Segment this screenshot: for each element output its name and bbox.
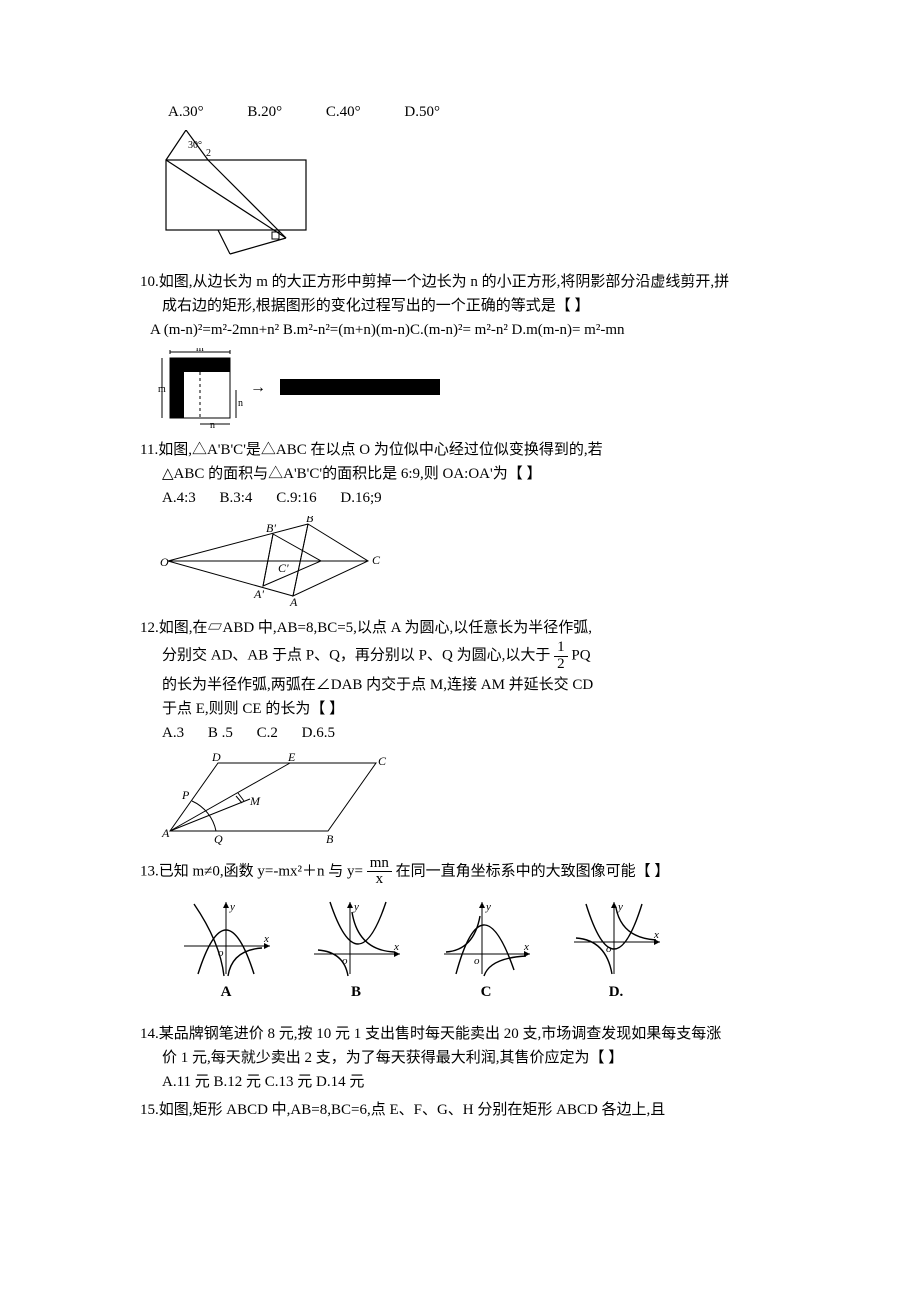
- q12-text-2: 分别交 AD、AB 于点 P、Q，再分别以 P、Q 为圆心,以大于 12 PQ: [140, 640, 780, 673]
- q10-text-1: 10.如图,从边长为 m 的大正方形中剪掉一个边长为 n 的小正方形,将阴影部分…: [140, 270, 780, 294]
- q13-post: 在同一直角坐标系中的大致图像可能【 】: [396, 863, 670, 879]
- q10-n-right: n: [238, 398, 243, 409]
- q12-option-d: D.6.5: [302, 725, 335, 741]
- q11-O: O: [160, 555, 169, 569]
- q13-graph-d: y x o D.: [566, 898, 666, 1004]
- q13-graphs: y x o A y x o B y x o C: [176, 898, 780, 1004]
- q12-option-b: B .5: [208, 725, 233, 741]
- q11-A: A: [289, 595, 298, 606]
- q12-M: M: [249, 794, 261, 808]
- q10-n-bot: n: [210, 420, 215, 428]
- q12-text-2b: PQ: [571, 648, 590, 664]
- q14-options: A.11 元 B.12 元 C.13 元 D.14 元: [140, 1070, 780, 1094]
- q12-A: A: [161, 826, 170, 840]
- q13-label-b: B: [306, 980, 406, 1004]
- svg-text:y: y: [485, 901, 491, 913]
- q11-text-1: 11.如图,△A'B'C'是△ABC 在以点 O 为位似中心经过位似变换得到的,…: [140, 438, 780, 462]
- q13-label-c: C: [436, 980, 536, 1004]
- q13-label-d: D.: [566, 980, 666, 1004]
- q12-text-4: 于点 E,则则 CE 的长为【 】: [140, 697, 780, 721]
- q13-graph-a: y x o A: [176, 898, 276, 1004]
- q11-Bp: B': [266, 521, 276, 535]
- q10-figure: m m n n →: [158, 348, 780, 428]
- q12-text-1: 12.如图,在▱ABD 中,AB=8,BC=5,以点 A 为圆心,以任意长为半径…: [140, 616, 780, 640]
- q10-m-top: m: [196, 348, 204, 354]
- q12-options: A.3 B .5 C.2 D.6.5: [140, 721, 780, 745]
- q13-frac: mn x: [367, 856, 392, 889]
- q9-option-a: A.30°: [168, 104, 204, 120]
- q11-text-2: △ABC 的面积与△A'B'C'的面积比是 6:9,则 OA:OA'为【 】: [140, 462, 780, 486]
- q12-option-a: A.3: [162, 725, 184, 741]
- svg-text:y: y: [229, 901, 235, 913]
- q11-Cp: C': [278, 561, 289, 575]
- q11-option-a: A.4:3: [162, 490, 196, 506]
- svg-text:x: x: [653, 929, 659, 941]
- q11-B: B: [306, 516, 314, 525]
- q9-option-b: B.20°: [247, 104, 282, 120]
- q12-D: D: [211, 751, 221, 764]
- svg-text:o: o: [342, 955, 348, 967]
- svg-text:o: o: [474, 955, 480, 967]
- svg-text:o: o: [218, 947, 224, 959]
- svg-text:x: x: [523, 941, 529, 953]
- q13-label-a: A: [176, 980, 276, 1004]
- q13-frac-num: mn: [367, 856, 392, 873]
- q11-C: C: [372, 553, 381, 567]
- svg-text:y: y: [617, 901, 623, 913]
- q9-options: A.30° B.20° C.40° D.50°: [140, 100, 780, 124]
- q10-options: A (m-n)²=m²-2mn+n² B.m²-n²=(m+n)(m-n)C.(…: [140, 318, 780, 342]
- svg-text:x: x: [263, 933, 269, 945]
- q13-graph-c: y x o C: [436, 898, 536, 1004]
- q13-frac-den: x: [367, 872, 392, 888]
- q12-text-3: 的长为半径作弧,两弧在∠DAB 内交于点 M,连接 AM 并延长交 CD: [140, 673, 780, 697]
- svg-text:x: x: [393, 941, 399, 953]
- q12-E: E: [287, 751, 296, 764]
- q12-text-2a: 分别交 AD、AB 于点 P、Q，再分别以 P、Q 为圆心,以大于: [162, 648, 550, 664]
- q10-m-left: m: [158, 384, 166, 395]
- q12-C: C: [378, 754, 387, 768]
- q13-text: 13.已知 m≠0,函数 y=-mx²＋n 与 y= mn x 在同一直角坐标系…: [140, 856, 780, 889]
- q11-option-b: B.3:4: [220, 490, 253, 506]
- q11-option-c: C.9:16: [276, 490, 316, 506]
- q9-figure: 30° 2: [158, 130, 780, 260]
- q10-result-rect: [280, 373, 440, 403]
- q13-pre: 13.已知 m≠0,函数 y=-mx²＋n 与 y=: [140, 863, 363, 879]
- q12-P: P: [181, 788, 190, 802]
- q11-option-d: D.16;9: [340, 490, 381, 506]
- q11-figure: O B B' C C' A A': [158, 516, 780, 606]
- svg-text:y: y: [353, 901, 359, 913]
- q15-text-1: 15.如图,矩形 ABCD 中,AB=8,BC=6,点 E、F、G、H 分别在矩…: [140, 1098, 780, 1122]
- q12-option-c: C.2: [257, 725, 278, 741]
- q13-graph-b: y x o B: [306, 898, 406, 1004]
- q14-text-1: 14.某品牌钢笔进价 8 元,按 10 元 1 支出售时每天能卖出 20 支,市…: [140, 1022, 780, 1046]
- q9-angle-30: 30°: [188, 140, 202, 151]
- q11-Ap: A': [253, 587, 264, 601]
- svg-text:o: o: [606, 943, 612, 955]
- q10-arrow: →: [250, 379, 266, 396]
- q9-option-d: D.50°: [404, 104, 440, 120]
- q12-B: B: [326, 832, 334, 846]
- q12-figure: A B C D E P Q M: [158, 751, 780, 846]
- q10-text-2: 成右边的矩形,根据图形的变化过程写出的一个正确的等式是【 】: [140, 294, 780, 318]
- q12-frac-half: 12: [554, 640, 568, 673]
- q12-Q: Q: [214, 832, 223, 846]
- q11-options: A.4:3 B.3:4 C.9:16 D.16;9: [140, 486, 780, 510]
- q9-angle-2: 2: [206, 148, 211, 159]
- q9-option-c: C.40°: [326, 104, 361, 120]
- q14-text-2: 价 1 元,每天就少卖出 2 支，为了每天获得最大利润,其售价应定为【 】: [140, 1046, 780, 1070]
